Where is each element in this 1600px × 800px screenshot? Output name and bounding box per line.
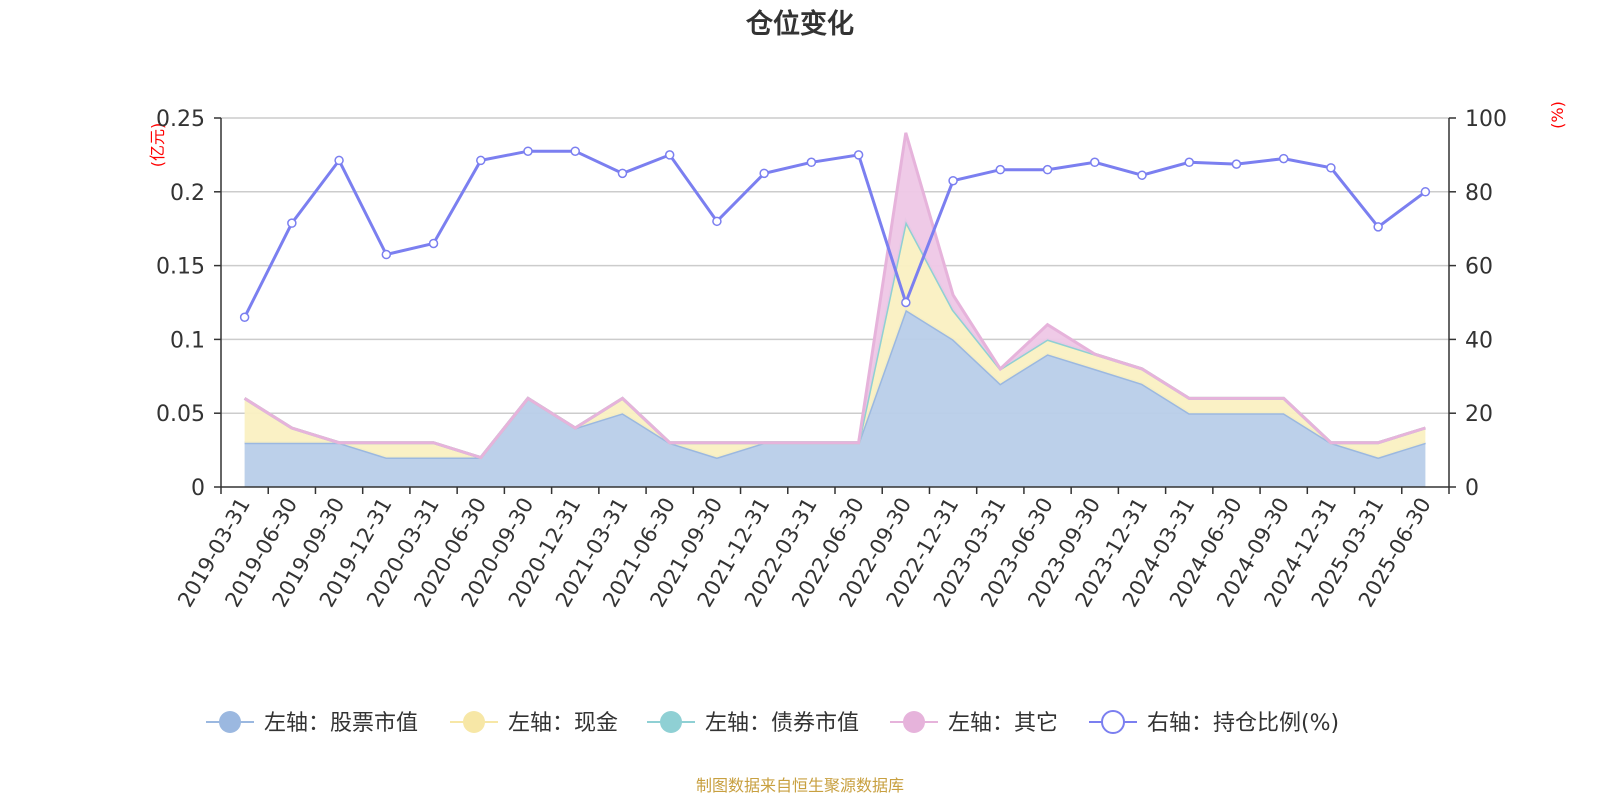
ratio-point	[1184, 157, 1194, 168]
ratio-point	[1278, 153, 1289, 164]
ratio-point	[239, 312, 250, 323]
ratio-point	[1420, 187, 1431, 197]
ratio-point	[381, 249, 392, 260]
ratio-point	[948, 175, 958, 186]
legend-marker	[219, 711, 241, 733]
right-axis-tick-label: 20	[1465, 402, 1493, 427]
ratio-point	[523, 146, 533, 156]
ratio-point	[1231, 159, 1242, 169]
left-axis-tick-label: 0.2	[170, 181, 205, 206]
right-axis-tick-label: 80	[1465, 181, 1493, 206]
right-axis-tick-label: 40	[1465, 328, 1493, 353]
ratio-point	[1090, 157, 1100, 168]
left-axis-tick-label: 0	[191, 476, 205, 501]
axes: 00.050.10.150.20.250204060801002019-03-3…	[156, 107, 1507, 611]
right-axis-unit: (%)	[1548, 101, 1567, 129]
ratio-point	[1373, 222, 1383, 232]
legend-marker	[463, 711, 485, 733]
ratio-point	[287, 218, 297, 228]
left-axis-tick-label: 0.15	[156, 255, 205, 280]
ratio-point	[1326, 163, 1336, 173]
left-axis-tick-label: 0.05	[156, 402, 205, 427]
area-series	[243, 132, 1426, 487]
ratio-line-series	[239, 146, 1431, 323]
legend: 左轴：股票市值 左轴：现金 左轴：债券市值 左轴：其它 右轴：持仓比例(%)	[206, 710, 1339, 736]
chart-title: 仓位变化	[745, 8, 854, 40]
ratio-point	[1137, 170, 1147, 180]
area-左轴：股票市值	[244, 309, 1426, 487]
left-axis-tick-label: 0.1	[170, 328, 205, 353]
ratio-point	[853, 150, 864, 160]
legend-label: 右轴：持仓比例(%)	[1147, 711, 1339, 736]
ratio-point	[995, 164, 1006, 175]
ratio-point	[712, 216, 722, 227]
ratio-point	[664, 150, 675, 160]
ratio-point	[570, 146, 580, 156]
ratio-line	[243, 149, 1427, 318]
ratio-point	[428, 238, 439, 249]
right-axis-tick-label: 0	[1465, 476, 1479, 501]
legend-label: 左轴：其它	[948, 711, 1058, 736]
left-axis-unit: (亿元)	[148, 123, 167, 168]
legend-label: 左轴：现金	[508, 711, 618, 736]
ratio-point	[334, 155, 344, 166]
ratio-point	[617, 168, 628, 179]
left-axis-tick-label: 0.25	[156, 107, 205, 132]
legend-label: 左轴：债券市值	[705, 711, 859, 736]
legend-marker	[1101, 710, 1125, 734]
legend-marker	[660, 711, 682, 733]
ratio-point	[901, 297, 911, 308]
data-source-note: 制图数据来自恒生聚源数据库	[696, 776, 904, 795]
legend-marker	[903, 711, 925, 733]
ratio-point	[759, 168, 769, 179]
right-axis-tick-label: 100	[1465, 107, 1507, 132]
ratio-point	[806, 157, 817, 168]
legend-label: 左轴：股票市值	[264, 711, 418, 736]
ratio-point	[1042, 164, 1053, 175]
right-axis-tick-label: 60	[1465, 255, 1493, 280]
area-edge-左轴：其它	[243, 132, 1426, 460]
ratio-point	[476, 155, 486, 166]
